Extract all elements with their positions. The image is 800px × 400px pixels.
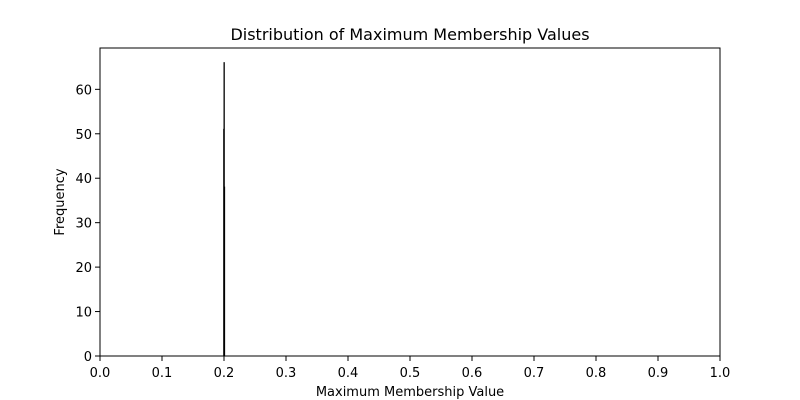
y-tick-label: 10 xyxy=(75,306,92,321)
x-tick-label: 0.7 xyxy=(524,366,545,381)
y-tick-label: 60 xyxy=(75,83,92,98)
x-tick-label: 0.5 xyxy=(400,366,421,381)
y-tick-label: 40 xyxy=(75,172,92,187)
chart-title: Distribution of Maximum Membership Value… xyxy=(230,25,589,44)
y-tick-label: 0 xyxy=(84,350,92,365)
y-tick-label: 30 xyxy=(75,217,92,232)
x-tick-label: 1.0 xyxy=(710,366,731,381)
x-axis-ticks: 0.0 0.1 0.2 0.3 0.4 0.5 0.6 0.7 0.8 0.9 1.0 xyxy=(90,356,731,381)
x-tick-label: 0.6 xyxy=(462,366,483,381)
x-tick-label: 0.8 xyxy=(586,366,607,381)
bars-group xyxy=(223,62,226,357)
y-tick-label: 20 xyxy=(75,261,92,276)
x-tick-label: 0.1 xyxy=(152,366,173,381)
y-axis-label: Frequency xyxy=(53,168,68,235)
x-tick-label: 0.9 xyxy=(648,366,669,381)
plot-frame xyxy=(99,47,721,357)
x-axis-label: Maximum Membership Value xyxy=(316,385,504,400)
x-tick-label: 0.0 xyxy=(90,366,111,381)
y-tick-label: 50 xyxy=(75,128,92,143)
x-tick-label: 0.2 xyxy=(214,366,235,381)
x-tick-label: 0.3 xyxy=(276,366,297,381)
x-tick-label: 0.4 xyxy=(338,366,359,381)
y-axis-ticks: 0 10 20 30 40 50 60 xyxy=(75,83,100,365)
